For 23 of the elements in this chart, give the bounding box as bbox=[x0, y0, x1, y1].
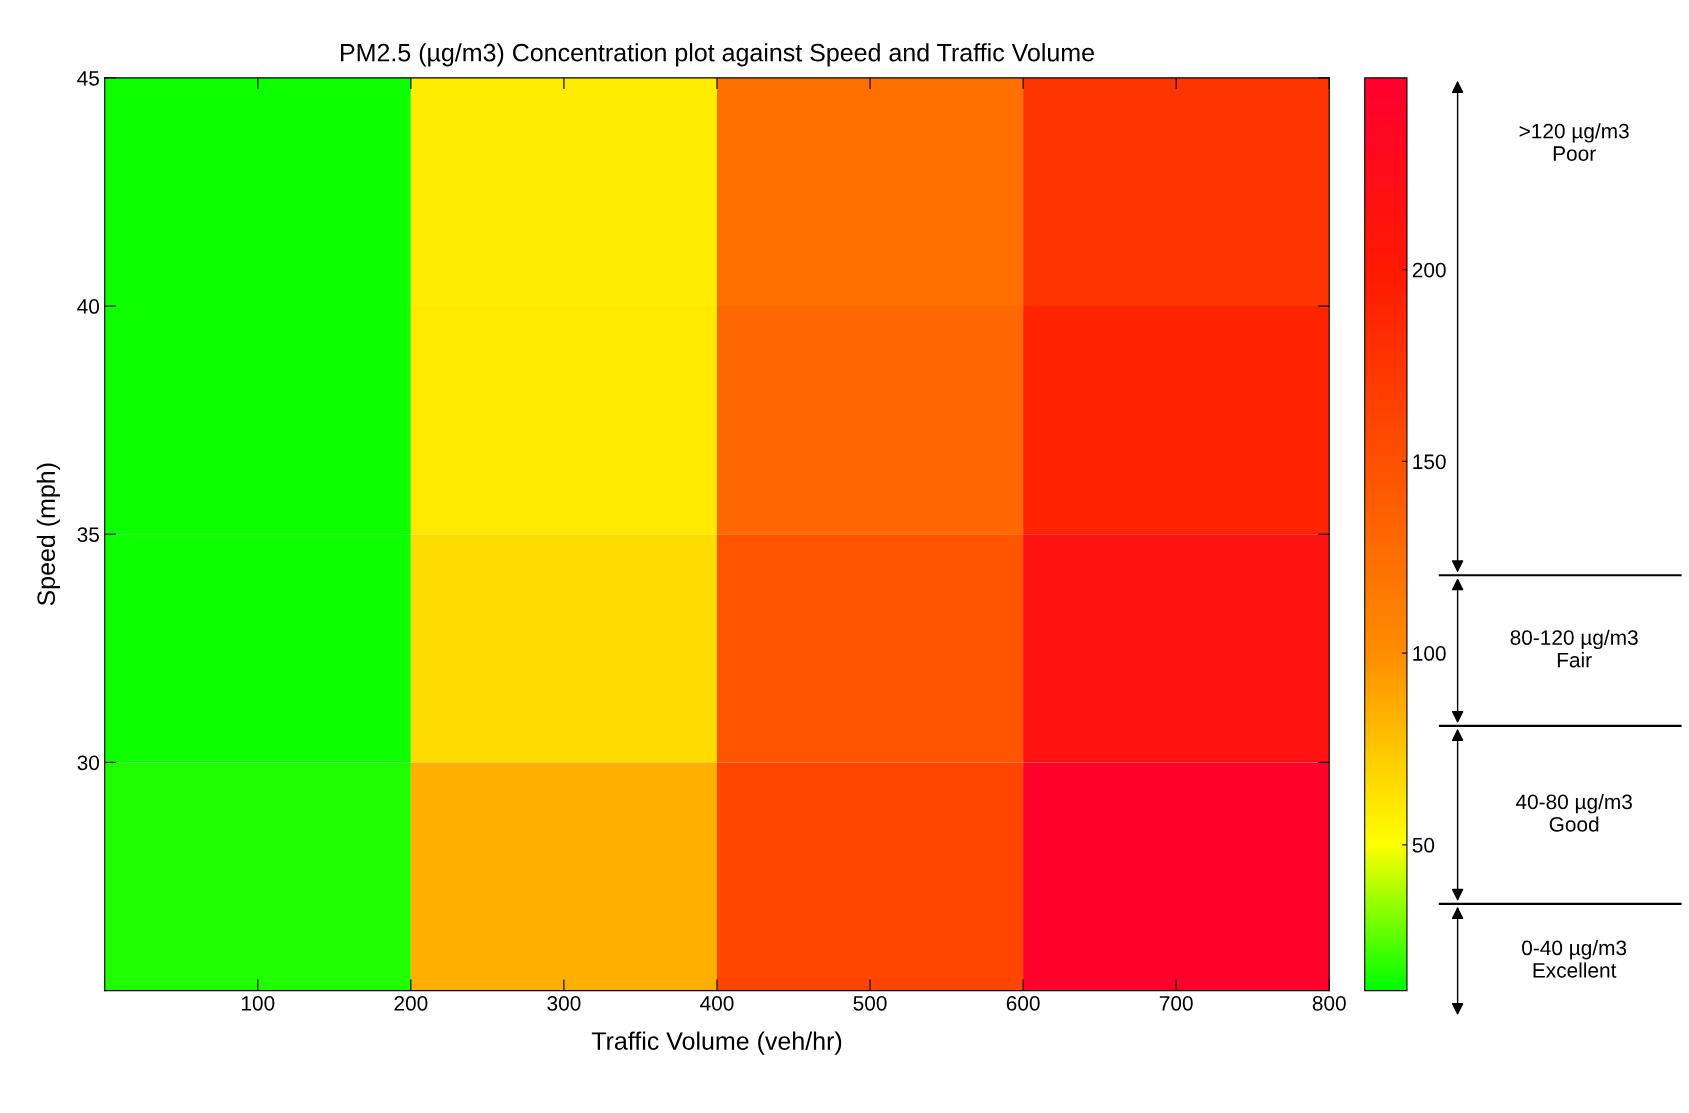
x-tick-label: 600 bbox=[1006, 995, 1040, 1011]
color-bar-label: 150 bbox=[1413, 454, 1446, 470]
text: 80-120 µg/m3 Fair bbox=[1510, 629, 1638, 668]
text: >120 µg/m3 Poor bbox=[1519, 123, 1629, 161]
y-axis-title: Speed (mph) bbox=[36, 463, 61, 606]
y-tick-label: 30 bbox=[77, 755, 100, 771]
x-tick-label: 400 bbox=[700, 995, 734, 1011]
color-bar-label: 50 bbox=[1412, 837, 1435, 853]
text: 0-40 µg/m3 Excellent bbox=[1522, 939, 1627, 978]
x-tick-label: 800 bbox=[1312, 995, 1346, 1011]
text: 40-80 µg/m3 Good bbox=[1515, 793, 1632, 832]
y-tick-label: 35 bbox=[77, 527, 99, 542]
x-tick-label: 200 bbox=[394, 995, 428, 1011]
color-bar-label: 100 bbox=[1413, 646, 1446, 661]
y-tick-label: 40 bbox=[77, 299, 100, 314]
x-tick-label: 300 bbox=[547, 995, 581, 1011]
x-tick-label: 700 bbox=[1159, 995, 1193, 1011]
y-tick-label: 45 bbox=[77, 71, 99, 86]
x-tick-label: 500 bbox=[853, 995, 887, 1011]
x-axis-title: Traffic Volume (veh/hr) bbox=[591, 1031, 842, 1055]
color-bar-label: 200 bbox=[1412, 262, 1446, 278]
x-tick-label: 100 bbox=[241, 995, 275, 1011]
chart-title: PM2.5 (µg/m3) Concentration plot against Speed and Traffic Volume bbox=[341, 43, 1094, 67]
